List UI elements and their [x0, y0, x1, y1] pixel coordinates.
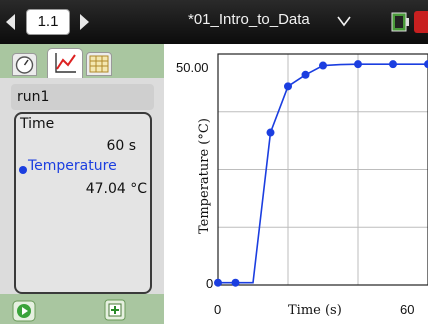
page-tab[interactable]: 1.1: [26, 9, 70, 35]
graph-view-tab[interactable]: [47, 48, 83, 78]
meter-display: Time 60 s Temperature 47.04 °C: [14, 112, 152, 294]
x-tick-right: 60: [400, 302, 414, 317]
data-point[interactable]: [266, 128, 275, 137]
data-point[interactable]: [231, 278, 240, 287]
data-point[interactable]: [389, 60, 397, 69]
view-tabs-bar: [0, 44, 164, 78]
top-bar: 1.1 *01_Intro_to_Data: [0, 0, 428, 44]
prev-page-arrow-icon[interactable]: [6, 14, 15, 30]
temperature-label[interactable]: Temperature: [28, 158, 117, 174]
y-tick-bottom: 0: [206, 276, 213, 291]
data-point[interactable]: [424, 60, 428, 69]
y-tick-top: 50.00: [176, 60, 209, 75]
store-run-button[interactable]: [104, 299, 126, 321]
chevron-down-icon[interactable]: [337, 15, 351, 27]
table-view-tab[interactable]: [86, 52, 112, 76]
temperature-series-line: [218, 63, 428, 284]
document-title[interactable]: *01_Intro_to_Data: [188, 11, 310, 28]
start-collection-button[interactable]: [12, 300, 36, 322]
x-axis-title: Time (s): [288, 303, 342, 318]
close-icon[interactable]: [414, 11, 428, 33]
temperature-value: 47.04 °C: [85, 181, 147, 197]
graph-icon: [55, 53, 76, 73]
plot-border: [217, 53, 428, 286]
battery-icon: [391, 12, 409, 32]
temperature-chart[interactable]: 50.00 0 0 60 Temperature (°C) Time (s): [164, 44, 428, 324]
time-value: 60 s: [106, 138, 136, 154]
data-point[interactable]: [319, 61, 327, 70]
meter-view-tab[interactable]: [12, 53, 37, 76]
data-point[interactable]: [354, 60, 362, 69]
next-page-arrow-icon[interactable]: [80, 14, 89, 30]
gauge-icon: [15, 56, 34, 74]
table-icon: [89, 55, 109, 73]
temperature-series-dot-icon: [19, 166, 27, 174]
data-point[interactable]: [214, 278, 222, 287]
run-selector[interactable]: run1: [11, 84, 154, 110]
control-bar: [0, 294, 164, 324]
data-point[interactable]: [284, 82, 292, 91]
y-axis-title: Temperature (°C): [197, 118, 212, 234]
x-tick-left: 0: [214, 302, 221, 317]
data-panel: run1 Time 60 s Temperature 47.04 °C: [0, 44, 190, 324]
graph-area[interactable]: 50.00 0 0 60 Temperature (°C) Time (s): [164, 44, 428, 324]
time-label: Time: [20, 116, 55, 132]
data-point[interactable]: [301, 70, 310, 79]
